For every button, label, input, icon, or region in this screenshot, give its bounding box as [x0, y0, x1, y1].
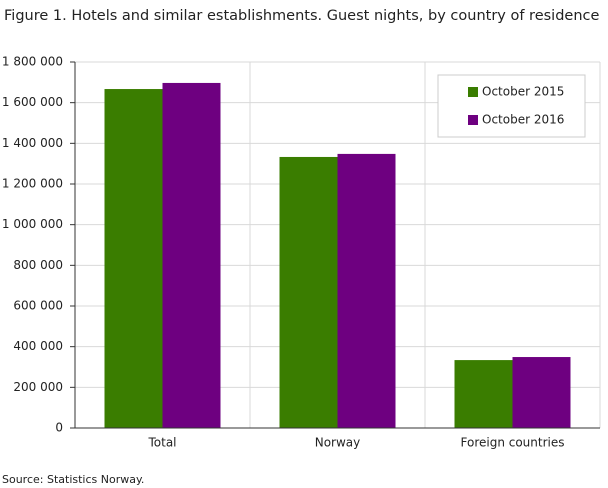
bar: [279, 156, 338, 428]
x-tick-label: Foreign countries: [461, 436, 565, 450]
y-tick-label: 0: [55, 421, 63, 435]
legend-swatch: [468, 87, 478, 97]
bar: [454, 360, 513, 428]
y-tick-label: 400 000: [13, 339, 63, 353]
y-tick-label: 200 000: [13, 380, 63, 394]
x-tick-label: Norway: [315, 436, 361, 450]
bar: [162, 82, 221, 429]
bar: [337, 153, 396, 428]
legend-box: [437, 74, 586, 138]
y-tick-label: 1 400 000: [2, 136, 63, 150]
y-tick-label: 1 000 000: [2, 217, 63, 231]
x-tick-label: Total: [147, 436, 176, 450]
legend-swatch: [468, 115, 478, 125]
bar: [104, 89, 163, 428]
y-tick-label: 600 000: [13, 299, 63, 313]
chart-title: Figure 1. Hotels and similar establishme…: [4, 8, 599, 24]
source: Source: Statistics Norway.: [2, 473, 144, 486]
bar: [512, 357, 571, 428]
y-tick-label: 800 000: [13, 258, 63, 272]
y-tick-label: 1 800 000: [2, 55, 63, 69]
y-tick-label: 1 600 000: [2, 95, 63, 109]
y-tick-label: 1 200 000: [2, 177, 63, 191]
legend-label: October 2015: [482, 85, 564, 99]
legend-label: October 2016: [482, 113, 564, 127]
